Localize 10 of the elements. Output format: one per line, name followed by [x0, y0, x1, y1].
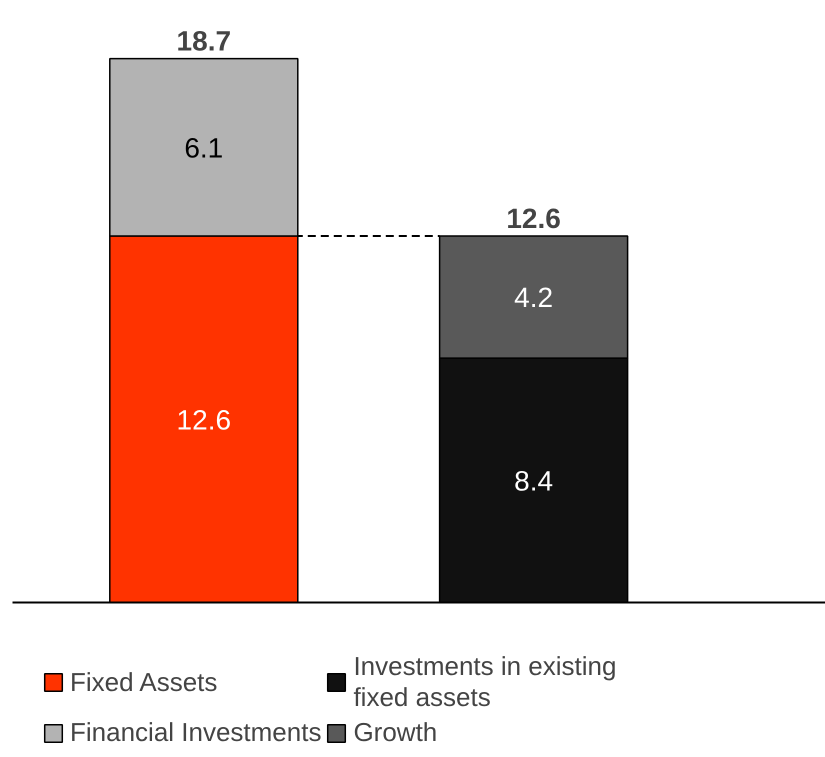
- legend-label: Financial Investments: [70, 717, 322, 748]
- total-label: 12.6: [506, 203, 561, 234]
- total-label: 18.7: [176, 26, 232, 57]
- legend-label: Investments in existing fixed assets: [353, 651, 616, 713]
- data-label: 8.4: [514, 465, 554, 496]
- legend-label: Fixed Assets: [70, 666, 218, 698]
- data-label: 12.6: [176, 404, 232, 436]
- legend-label: Growth: [353, 717, 438, 748]
- data-label: 6.1: [184, 132, 224, 164]
- data-label: 4.2: [514, 282, 554, 314]
